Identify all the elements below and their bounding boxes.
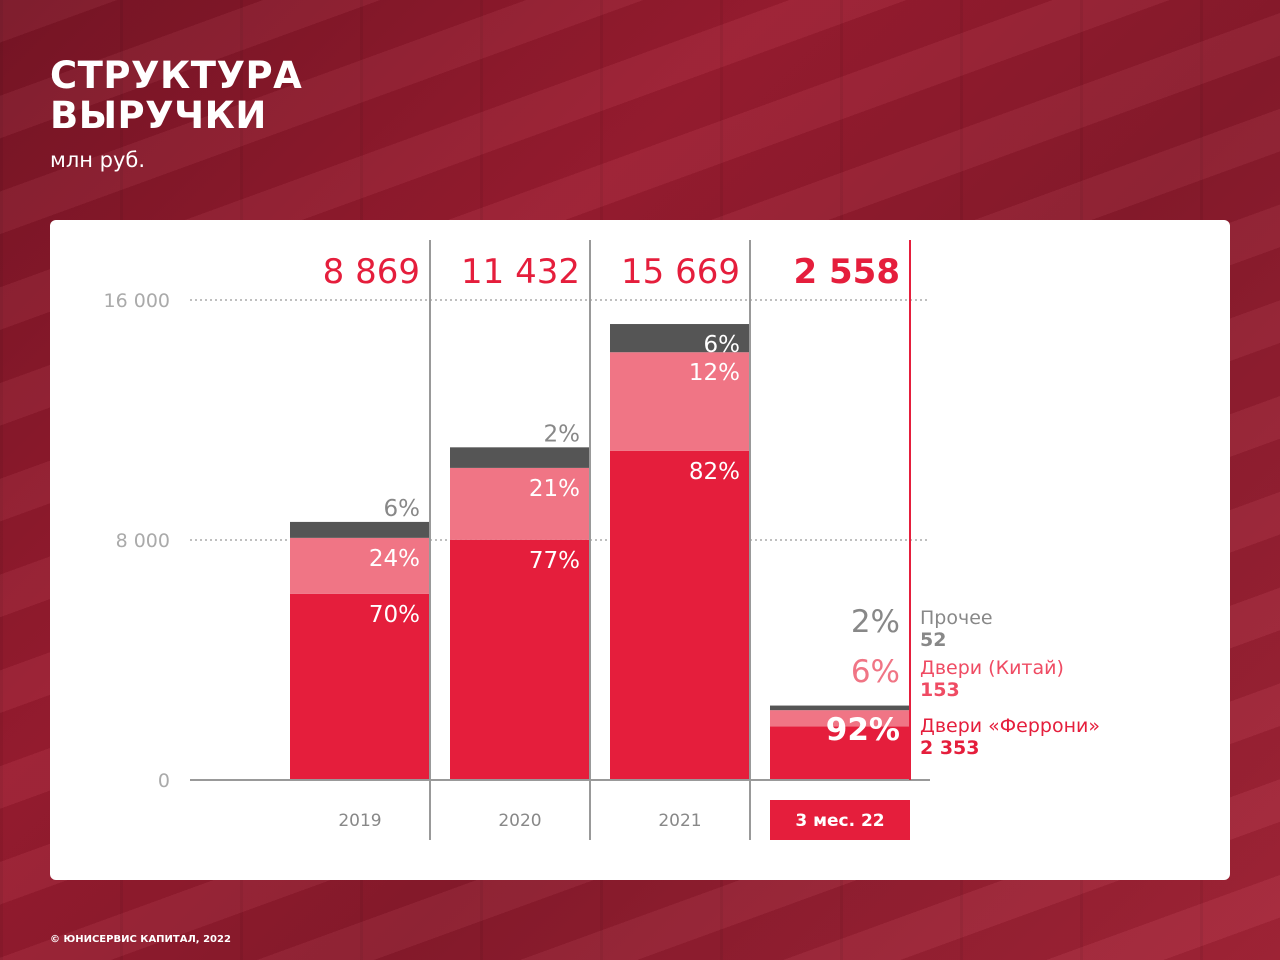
bar-segment-other xyxy=(610,324,750,353)
share-label: 70% xyxy=(369,602,420,628)
bar-segment-ferroni xyxy=(610,450,750,780)
total-label: 8 869 xyxy=(323,252,420,292)
share-label: 6% xyxy=(384,496,421,522)
share-label: 92% xyxy=(826,712,900,748)
share-label: 2% xyxy=(851,604,900,640)
period-badge xyxy=(770,800,910,840)
bar-segment-china xyxy=(610,352,750,451)
share-label: 21% xyxy=(529,476,580,502)
category-label: 2020 xyxy=(498,811,541,831)
bar-segment-china xyxy=(290,537,430,594)
bar-segment-other xyxy=(450,447,590,468)
share-label: 2% xyxy=(544,421,581,447)
bar-segment-china xyxy=(770,710,910,727)
copyright: © ЮНИСЕРВИС КАПИТАЛ, 2022 xyxy=(50,934,231,945)
category-label: 2021 xyxy=(658,811,701,831)
legend-label: Двери «Феррони» xyxy=(920,715,1100,737)
total-label: 15 669 xyxy=(621,252,740,292)
bar-segment-ferroni xyxy=(290,593,430,780)
y-tick-label: 0 xyxy=(158,770,170,792)
share-label: 12% xyxy=(689,360,740,386)
bar-segment-other xyxy=(290,521,430,538)
unit-label: млн руб. xyxy=(50,148,146,172)
legend-label: Прочее xyxy=(920,607,993,629)
share-label: 6% xyxy=(851,654,900,690)
legend-label: Двери (Китай) xyxy=(920,657,1064,679)
bar-segment-china xyxy=(450,467,590,540)
category-label: 3 мес. 22 xyxy=(795,811,884,831)
y-tick-label: 8 000 xyxy=(116,530,170,552)
share-label: 24% xyxy=(369,546,420,572)
legend-value: 52 xyxy=(920,629,946,651)
page-title: СТРУКТУРА ВЫРУЧКИ xyxy=(50,54,303,137)
bar-segment-ferroni xyxy=(770,726,910,780)
share-label: 77% xyxy=(529,548,580,574)
share-label: 6% xyxy=(704,332,741,358)
category-label: 2019 xyxy=(338,811,381,831)
legend-value: 2 353 xyxy=(920,737,980,759)
bar-segment-ferroni xyxy=(450,539,590,780)
legend-value: 153 xyxy=(920,679,960,701)
total-label: 11 432 xyxy=(461,252,580,292)
bar-segment-other xyxy=(770,705,910,711)
y-tick-label: 16 000 xyxy=(104,290,170,312)
total-label: 2 558 xyxy=(794,252,900,292)
share-label: 82% xyxy=(689,459,740,485)
